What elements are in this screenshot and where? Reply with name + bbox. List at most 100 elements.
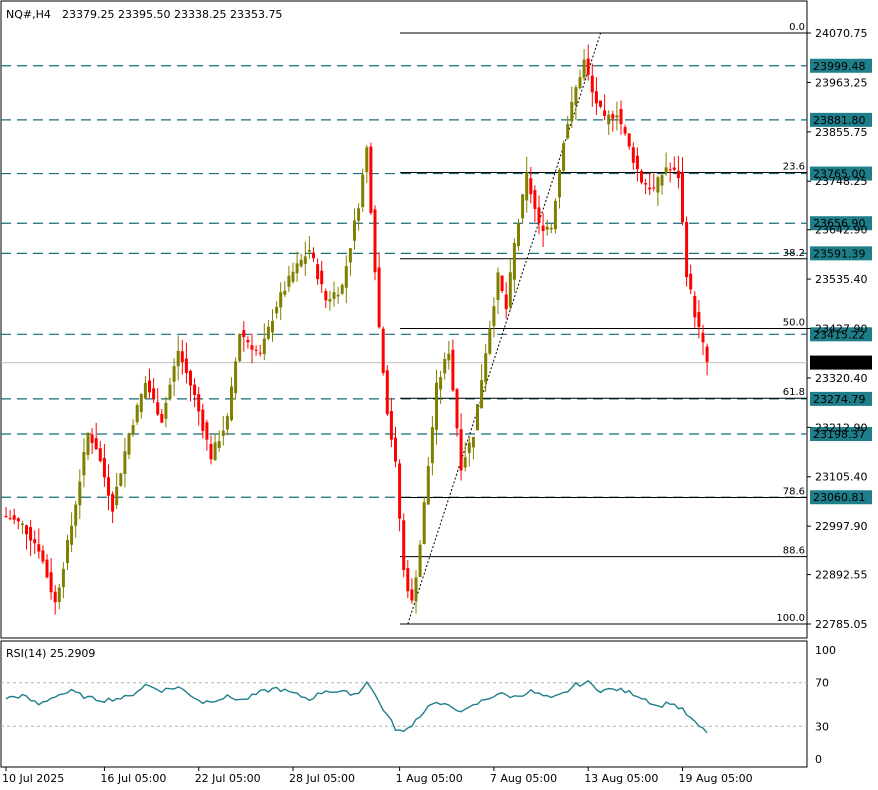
candle [336, 286, 340, 304]
price-panel-frame [0, 0, 808, 639]
candle [201, 403, 205, 439]
level-badge: 23274.79 [810, 391, 872, 406]
candle [279, 282, 283, 321]
candle [45, 554, 49, 579]
current-price-label: 23353.75 [813, 357, 866, 370]
candle [435, 369, 438, 445]
candle [160, 408, 164, 424]
candle [135, 402, 139, 425]
candle [480, 364, 484, 409]
candle [553, 198, 557, 234]
candle [545, 219, 549, 236]
time-tick-label: 19 Aug 05:00 [679, 772, 753, 785]
candle [504, 282, 508, 319]
candle [578, 69, 582, 90]
candle [529, 166, 533, 204]
level-badge: 23198.37 [810, 427, 872, 442]
candle [459, 413, 463, 481]
candle [16, 517, 20, 530]
candle [533, 185, 537, 222]
time-axis: 10 Jul 2025 16 Jul 05:00 22 Jul 05:00 28 Ju… [2, 767, 753, 785]
time-tick-label: 10 Jul 2025 [2, 772, 64, 785]
candle [332, 281, 336, 307]
candle [672, 156, 676, 172]
candle [439, 370, 443, 405]
candlesticks [4, 44, 709, 615]
candle [230, 377, 233, 422]
candle [586, 44, 590, 81]
candle [20, 520, 24, 535]
candle [131, 419, 135, 438]
candle [525, 156, 529, 213]
candle [61, 562, 65, 599]
candle [148, 368, 151, 398]
level-label: 23881.80 [813, 114, 866, 127]
level-label: 23999.48 [813, 60, 866, 73]
rsi-indicator: 100 70 30 0 [1, 644, 836, 766]
price-tick-label: 23963.25 [815, 76, 868, 89]
price-tick-label: 23535.40 [815, 273, 868, 286]
candle [127, 432, 131, 460]
candle [246, 336, 250, 349]
candle [676, 155, 680, 189]
candle [668, 162, 672, 183]
candle [582, 49, 586, 81]
candle [324, 288, 328, 309]
candle [369, 142, 373, 215]
candle [53, 585, 57, 615]
candle [316, 258, 320, 285]
candle [123, 437, 127, 488]
candle [119, 472, 123, 488]
price-tick-label: 23105.40 [815, 471, 868, 484]
level-label: 23060.81 [813, 491, 866, 504]
price-tick-label: 23212.90 [815, 421, 868, 434]
candle [303, 241, 307, 276]
candle [664, 152, 668, 176]
candle [574, 84, 578, 120]
candle [570, 86, 574, 128]
candle [615, 101, 619, 131]
candle [258, 344, 262, 357]
candle [262, 323, 266, 361]
candle [447, 341, 451, 370]
candle [29, 519, 33, 556]
candle [143, 376, 147, 399]
candle [180, 339, 184, 375]
time-tick-label: 22 Jul 05:00 [195, 772, 261, 785]
candle [590, 63, 594, 107]
level-label: 23415.22 [813, 328, 866, 341]
candle [496, 267, 500, 315]
candle [299, 253, 303, 268]
price-tick-label: 23320.40 [815, 372, 868, 385]
candle [115, 472, 119, 509]
candle [541, 212, 545, 247]
candle [107, 464, 110, 511]
price-tick-label: 22892.55 [815, 569, 868, 582]
candle [209, 435, 213, 465]
candle [266, 320, 270, 341]
candle [213, 434, 217, 461]
candle [365, 144, 369, 184]
candle [566, 115, 570, 140]
price-tick-label: 23427.90 [815, 323, 868, 336]
candle [701, 324, 705, 356]
candle [12, 508, 16, 525]
candle [512, 238, 516, 293]
candle [603, 94, 607, 121]
price-tick-label: 24070.75 [815, 27, 868, 40]
candle [111, 491, 115, 523]
candle [82, 438, 86, 488]
candle [611, 110, 615, 132]
candle [467, 436, 471, 467]
candle [49, 558, 53, 600]
candle [693, 291, 697, 328]
candle [37, 528, 41, 559]
candle [455, 387, 459, 437]
candle [648, 172, 652, 196]
candle [463, 442, 467, 472]
candle [221, 416, 225, 446]
candle [152, 378, 156, 404]
candle [250, 333, 254, 364]
time-tick-label: 28 Jul 05:00 [289, 772, 355, 785]
